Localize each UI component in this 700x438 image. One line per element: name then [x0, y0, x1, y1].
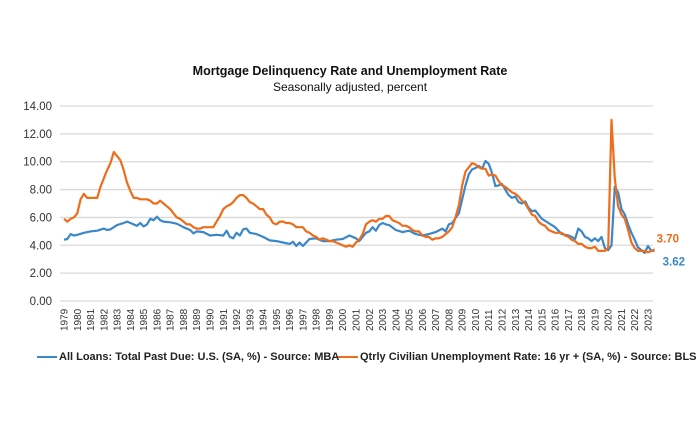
x-tick-label: 2017 — [564, 308, 575, 331]
x-tick-label: 2011 — [484, 309, 495, 331]
x-tick-label: 2023 — [644, 308, 655, 331]
legend-item-unemployment: Qtrly Civilian Unemployment Rate: 16 yr … — [338, 351, 697, 363]
legend-swatch-delinquency — [37, 356, 57, 358]
x-tick-label: 1987 — [166, 308, 177, 331]
x-tick-label: 2004 — [391, 308, 402, 331]
x-tick-label: 1991 — [219, 308, 230, 331]
y-tick-label: 0.00 — [30, 296, 52, 308]
x-tick-label: 1993 — [245, 308, 256, 331]
x-tick-label: 2015 — [537, 308, 548, 331]
series-line-0 — [63, 159, 655, 254]
x-tick-label: 2005 — [405, 308, 416, 331]
x-tick-label: 2009 — [458, 308, 469, 331]
y-tick-label: 10.00 — [23, 157, 52, 169]
y-tick-label: 4.00 — [30, 240, 52, 252]
x-tick-label: 2007 — [431, 308, 442, 331]
x-tick-label: 1994 — [259, 308, 270, 331]
y-tick-label: 14.00 — [23, 101, 52, 113]
chart-subtitle: Seasonally adjusted, percent — [272, 80, 428, 94]
legend-label-delinquency: All Loans: Total Past Due: U.S. (SA, %) … — [59, 351, 340, 363]
x-tick-label: 1996 — [285, 308, 296, 331]
end-label-0: 3.62 — [663, 257, 685, 269]
x-tick-label: 1988 — [179, 308, 190, 331]
y-tick-label: 8.00 — [30, 185, 52, 197]
x-tick-label: 1989 — [192, 308, 203, 331]
x-tick-label: 1980 — [73, 308, 84, 331]
x-tick-label: 2019 — [590, 308, 601, 331]
x-tick-label: 1983 — [113, 308, 124, 331]
y-axis-ticks: 0.00 2.00 4.00 6.00 8.00 10.00 12.00 14.00 — [23, 101, 52, 308]
legend-label-unemployment: Qtrly Civilian Unemployment Rate: 16 yr … — [360, 351, 697, 363]
end-labels: 3.62 3.70 — [657, 233, 685, 268]
x-tick-label: 1982 — [99, 308, 110, 331]
legend-swatch-unemployment — [338, 356, 358, 358]
x-tick-label: 2002 — [365, 308, 376, 331]
x-tick-label: 1992 — [232, 308, 243, 331]
x-tick-label: 1979 — [60, 308, 71, 331]
x-tick-label: 1981 — [86, 308, 97, 331]
x-tick-label: 1985 — [139, 308, 150, 331]
end-label-1: 3.70 — [657, 233, 679, 245]
x-tick-label: 2008 — [444, 308, 455, 331]
gridlines — [60, 105, 653, 302]
x-tick-label: 1984 — [126, 308, 137, 331]
x-tick-label: 2006 — [418, 308, 429, 331]
x-tick-label: 2010 — [471, 308, 482, 331]
x-tick-label: 2012 — [498, 308, 509, 331]
x-tick-label: 1997 — [298, 308, 309, 331]
x-tick-label: 1999 — [325, 308, 336, 331]
x-tick-label: 1995 — [272, 308, 283, 331]
x-axis-ticks: 1979 1980 1981 1982 1983 1984 1985 1986 1987 1988… — [60, 308, 655, 331]
x-tick-label: 2020 — [604, 308, 615, 331]
y-tick-label: 12.00 — [23, 129, 52, 141]
x-tick-label: 2014 — [524, 308, 535, 331]
x-tick-label: 2016 — [551, 308, 562, 331]
x-tick-label: 2021 — [617, 308, 628, 331]
chart-title: Mortgage Delinquency Rate and Unemployme… — [192, 64, 508, 78]
series-line-1 — [63, 118, 656, 254]
x-tick-label: 2022 — [630, 308, 641, 331]
x-tick-label: 2001 — [352, 308, 363, 331]
x-tick-label: 2018 — [577, 308, 588, 331]
series-lines — [63, 118, 656, 254]
y-tick-label: 2.00 — [30, 268, 52, 280]
x-tick-label: 1990 — [206, 308, 217, 331]
x-tick-label: 2003 — [378, 308, 389, 331]
y-tick-label: 6.00 — [30, 212, 52, 224]
x-tick-label: 1986 — [152, 308, 163, 331]
x-tick-label: 2013 — [511, 308, 522, 331]
legend-item-delinquency: All Loans: Total Past Due: U.S. (SA, %) … — [37, 351, 339, 363]
x-tick-label: 1998 — [312, 308, 323, 331]
x-tick-label: 2000 — [338, 308, 349, 331]
